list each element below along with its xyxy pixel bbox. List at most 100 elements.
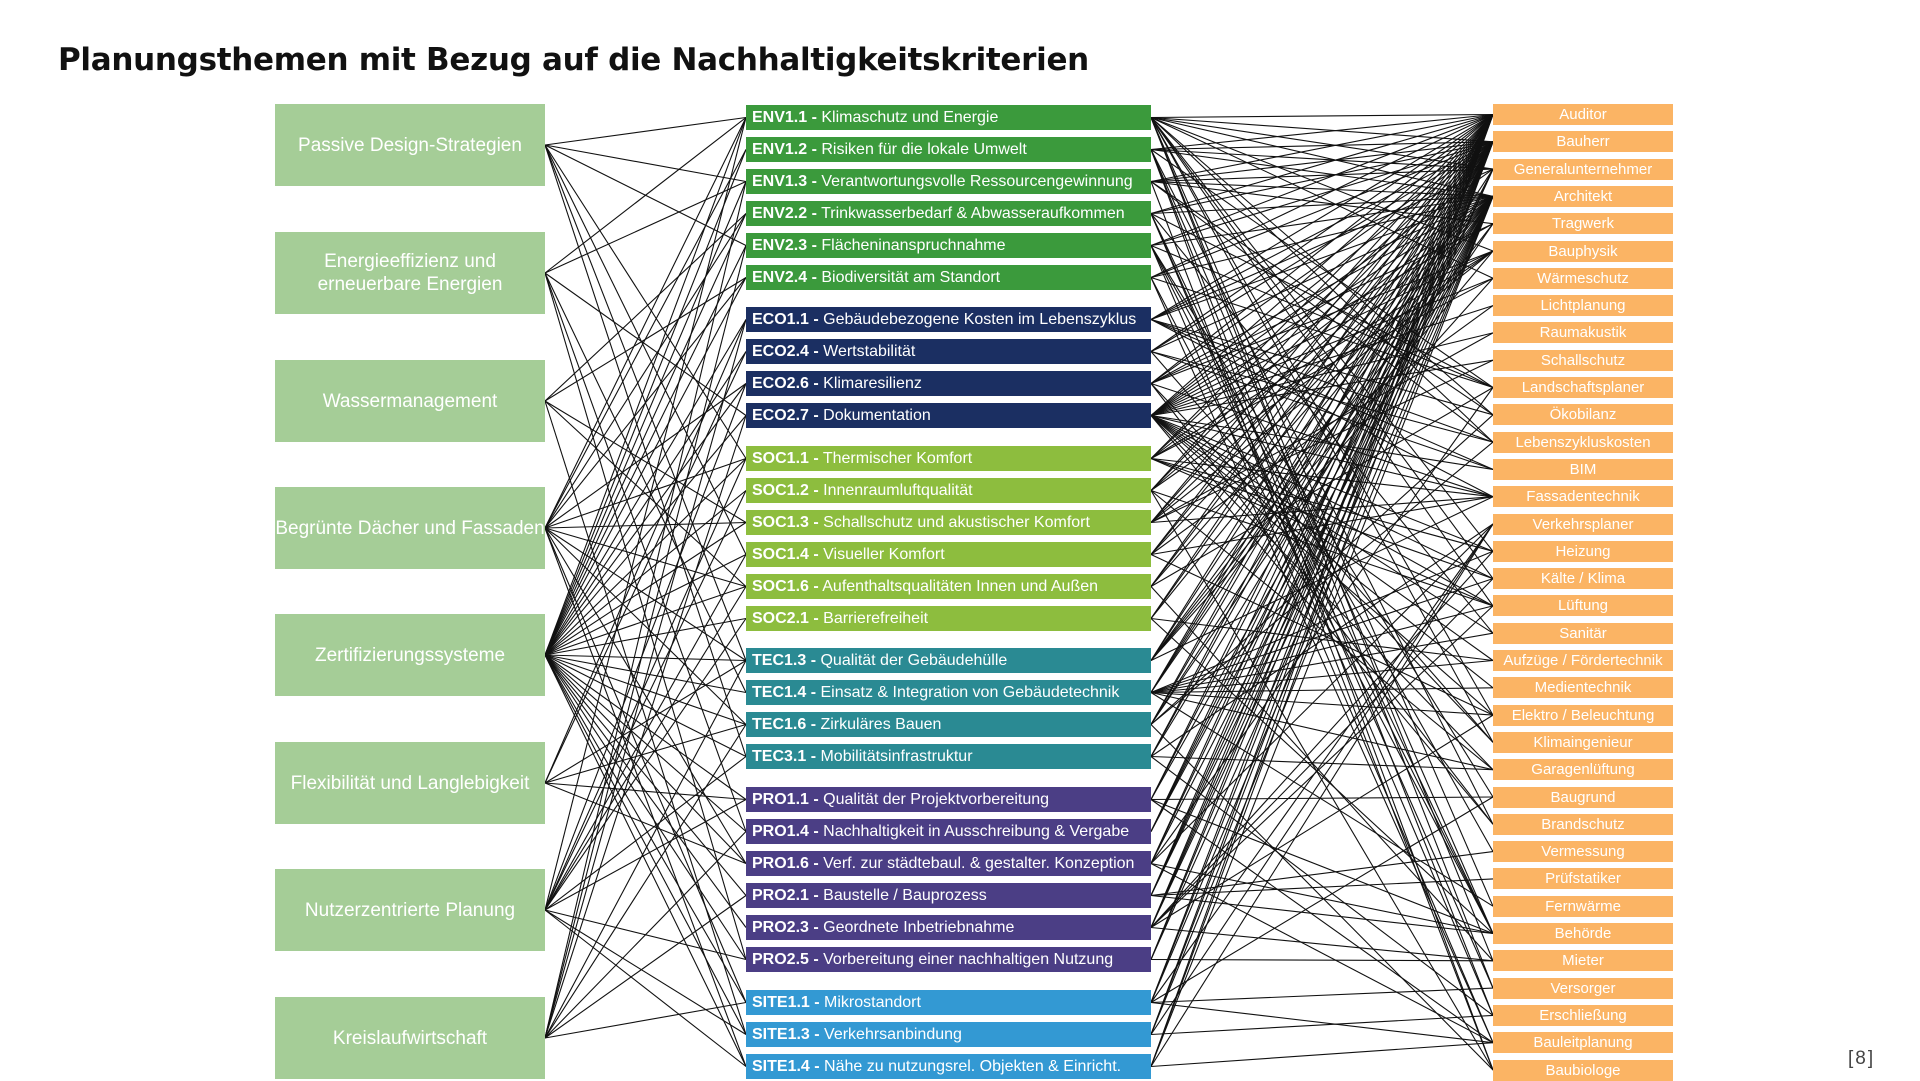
criterion-role-link	[1150, 714, 1494, 928]
criterion-role-link	[1150, 756, 1494, 1016]
criterion-role-link	[1150, 457, 1494, 498]
topic-criterion-link	[544, 660, 747, 1039]
criterion-role-link	[1150, 141, 1494, 928]
criterion-role-link	[1150, 692, 1494, 907]
topic-criterion-link	[544, 586, 747, 911]
topic-criterion-link	[544, 654, 747, 1067]
criterion-code: PRO1.6 -	[752, 855, 819, 872]
criterion-role-link	[1150, 799, 1494, 1044]
criterion-role-link	[1150, 851, 1494, 897]
criterion-label: Gebäudebezogene Kosten im Lebenszyklus	[823, 311, 1137, 328]
criterion-role-link	[1150, 387, 1494, 864]
role-box: Brandschutz	[1493, 813, 1673, 835]
criterion-role-link	[1150, 117, 1494, 443]
topic-criterion-link	[544, 180, 747, 274]
role-box: Versorger	[1493, 977, 1673, 999]
criterion-role-link	[1150, 550, 1494, 694]
criterion-code: ECO2.4 -	[752, 343, 819, 360]
topic-criterion-link	[544, 245, 747, 1039]
criterion-role-link	[1150, 114, 1494, 619]
role-box: Bauphysik	[1493, 240, 1673, 262]
topic-criterion-link	[544, 756, 747, 911]
criterion-role-link	[1150, 798, 1494, 935]
role-box: Mieter	[1493, 950, 1673, 972]
criterion-label: Aufenthaltsqualitäten Innen und Außen	[822, 578, 1099, 595]
role-box: Tragwerk	[1493, 213, 1673, 235]
criterion-code: ENV2.2 -	[752, 205, 817, 222]
topic-criterion-link	[544, 527, 747, 864]
topic-criterion-link	[544, 654, 747, 726]
criterion-label: Trinkwasserbedarf & Abwasseraufkommen	[821, 205, 1125, 222]
criterion-label: Verf. zur städtebaul. & gestalter. Konze…	[823, 855, 1135, 872]
topic-criterion-link	[544, 831, 747, 1039]
criterion-code: ENV1.3 -	[752, 173, 817, 190]
topic-box: Energieeffizienz und erneuerbare Energie…	[275, 232, 545, 314]
criterion-role-link	[1150, 659, 1494, 694]
role-box: Sanitär	[1493, 622, 1673, 644]
criterion-role-link	[1150, 149, 1494, 388]
role-box: Kälte / Klima	[1493, 568, 1673, 590]
role-box: Erschließung	[1493, 1004, 1673, 1026]
criterion-code: PRO1.4 -	[752, 823, 819, 840]
topic-criterion-link	[544, 527, 747, 1067]
criterion-role-link	[1150, 114, 1494, 832]
criterion-label: Thermischer Komfort	[822, 450, 973, 467]
criterion-role-link	[1150, 114, 1494, 896]
role-box: Landschaftsplaner	[1493, 377, 1673, 398]
criterion-label: Risiken für die lokale Umwelt	[821, 141, 1027, 158]
criterion-role-link	[1150, 1042, 1494, 1068]
criterion-box: PRO2.3 - Geordnete Inbetriebnahme	[746, 915, 1151, 940]
criterion-role-link	[1150, 168, 1494, 928]
criterion-code: SOC1.1 -	[752, 450, 819, 467]
topic-criterion-link	[544, 213, 747, 529]
criterion-role-link	[1150, 318, 1494, 470]
topic-criterion-link	[544, 181, 747, 656]
role-box: Lüftung	[1493, 595, 1673, 617]
criterion-box: TEC3.1 - Mobilitätsinfrastruktur	[746, 744, 1151, 769]
criterion-role-link	[1150, 958, 1494, 962]
criterion-role-link	[1150, 149, 1494, 1071]
criterion-code: SITE1.4 -	[752, 1058, 820, 1075]
criterion-role-link	[1150, 196, 1494, 896]
role-box: Lebenszykluskosten	[1493, 431, 1673, 453]
criterion-role-link	[1150, 141, 1494, 491]
criterion-role-link	[1150, 117, 1494, 962]
topic-criterion-link	[544, 654, 747, 864]
criterion-role-link	[1150, 196, 1494, 960]
criterion-box: SOC1.6 - Aufenthaltsqualitäten Innen und…	[746, 574, 1151, 599]
topic-criterion-link	[544, 585, 747, 656]
criterion-role-link	[1150, 523, 1494, 1067]
criterion-label: Flächeninanspruchnahme	[821, 237, 1006, 254]
role-box: Behörde	[1493, 923, 1673, 944]
topic-criterion-link	[544, 654, 747, 1035]
criterion-role-link	[1150, 605, 1494, 928]
topic-criterion-link	[544, 724, 747, 1039]
topic-box: Kreislaufwirtschaft	[275, 997, 545, 1079]
topic-criterion-link	[544, 909, 747, 1035]
criterion-code: ECO2.7 -	[752, 407, 819, 424]
criterion-role-link	[1150, 114, 1494, 523]
topic-criterion-link	[544, 149, 747, 529]
topic-criterion-link	[544, 272, 747, 960]
topic-criterion-link	[544, 116, 747, 146]
topic-criterion-link	[544, 522, 747, 656]
criterion-role-link	[1150, 894, 1494, 935]
criterion-role-link	[1150, 796, 1494, 801]
criterion-code: PRO2.5 -	[752, 951, 819, 968]
topic-criterion-link	[544, 117, 747, 911]
topic-criterion-link	[544, 117, 747, 529]
criterion-label: Nachhaltigkeit in Ausschreibung & Vergab…	[823, 823, 1130, 840]
criterion-role-link	[1150, 148, 1494, 170]
role-box: Schallschutz	[1493, 349, 1673, 371]
criterion-role-link	[1150, 350, 1494, 470]
topic-criterion-link	[544, 458, 747, 656]
topic-criterion-link	[544, 181, 747, 1039]
criterion-role-link	[1150, 1014, 1494, 1036]
criterion-box: PRO2.1 - Baustelle / Bauprozess	[746, 883, 1151, 908]
criterion-label: Biodiversität am Standort	[821, 269, 1001, 286]
criterion-role-link	[1150, 196, 1494, 832]
topic-criterion-link	[544, 213, 747, 402]
criterion-role-link	[1150, 114, 1494, 1035]
criterion-code: PRO2.1 -	[752, 887, 819, 904]
topic-criterion-link	[544, 654, 747, 662]
